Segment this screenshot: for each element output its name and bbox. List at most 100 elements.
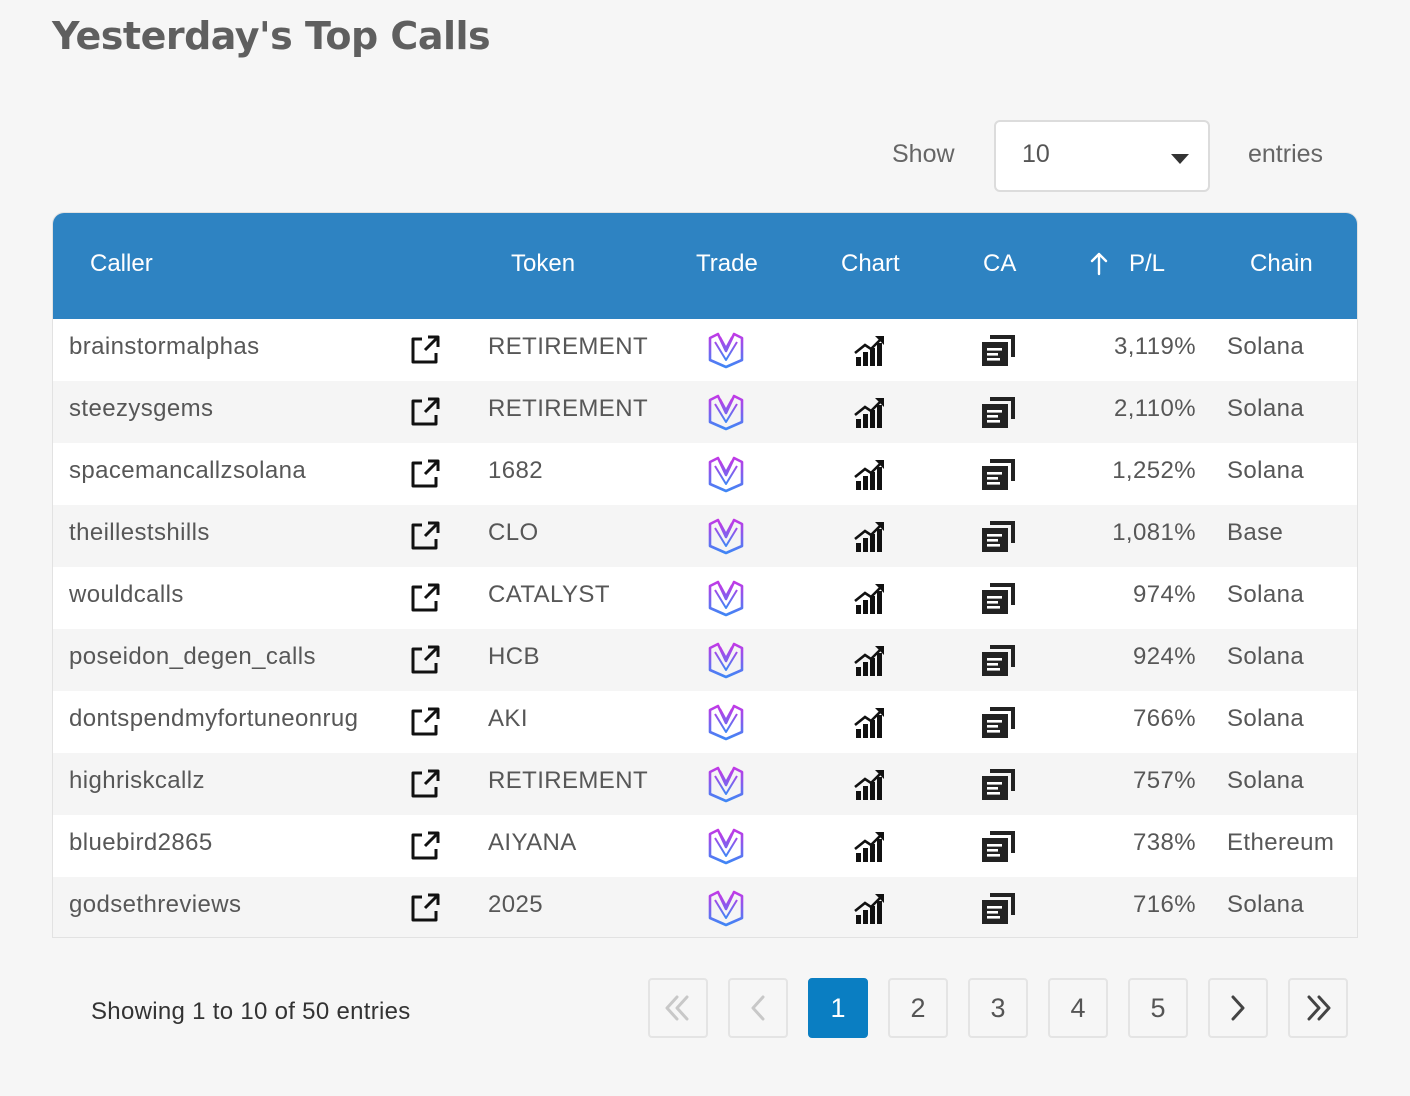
pl-value: 924% xyxy=(1133,643,1196,670)
chart-bars-icon[interactable] xyxy=(850,641,890,679)
table-row: brainstormalphas RETIREMENT 3,119% Solana xyxy=(53,319,1357,381)
table-row: godsethreviews 2025 716% Solana xyxy=(53,877,1357,937)
pl-value: 1,081% xyxy=(1112,519,1196,546)
token-name: AIYANA xyxy=(488,829,577,856)
chart-bars-icon[interactable] xyxy=(850,579,890,617)
external-link-icon[interactable] xyxy=(405,331,445,369)
trade-logo-icon[interactable] xyxy=(706,517,746,555)
copy-document-icon[interactable] xyxy=(978,579,1018,617)
chart-bars-icon[interactable] xyxy=(850,517,890,555)
copy-document-icon[interactable] xyxy=(978,331,1018,369)
copy-document-icon[interactable] xyxy=(978,641,1018,679)
pl-value: 1,252% xyxy=(1112,457,1196,484)
copy-document-icon[interactable] xyxy=(978,517,1018,555)
external-link-icon[interactable] xyxy=(405,703,445,741)
chain-name: Solana xyxy=(1227,581,1305,608)
chain-name: Ethereum xyxy=(1227,829,1335,856)
header-pl[interactable]: P/L xyxy=(1129,250,1166,277)
caller-name[interactable]: spacemancallzsolana xyxy=(69,457,307,484)
caret-down-icon xyxy=(1171,154,1189,164)
header-chain[interactable]: Chain xyxy=(1250,250,1313,277)
table-row: dontspendmyfortuneonrug AKI 766% Solana xyxy=(53,691,1357,753)
table-row: highriskcallz RETIREMENT 757% Solana xyxy=(53,753,1357,815)
page-4-button[interactable]: 4 xyxy=(1048,978,1108,1038)
header-chart[interactable]: Chart xyxy=(841,250,900,277)
next-page-button[interactable] xyxy=(1208,978,1268,1038)
external-link-icon[interactable] xyxy=(405,641,445,679)
sort-arrow-up-icon[interactable] xyxy=(1089,250,1109,278)
chart-bars-icon[interactable] xyxy=(850,889,890,927)
page-5-button[interactable]: 5 xyxy=(1128,978,1188,1038)
copy-document-icon[interactable] xyxy=(978,455,1018,493)
entries-select-value: 10 xyxy=(1022,140,1050,168)
chart-bars-icon[interactable] xyxy=(850,703,890,741)
chart-bars-icon[interactable] xyxy=(850,455,890,493)
external-link-icon[interactable] xyxy=(405,517,445,555)
pl-value: 766% xyxy=(1133,705,1196,732)
chart-bars-icon[interactable] xyxy=(850,827,890,865)
caller-name[interactable]: highriskcallz xyxy=(69,767,205,794)
pl-value: 2,110% xyxy=(1113,395,1196,422)
trade-logo-icon[interactable] xyxy=(706,331,746,369)
trade-logo-icon[interactable] xyxy=(706,641,746,679)
token-name: RETIREMENT xyxy=(488,333,648,360)
trade-logo-icon[interactable] xyxy=(706,455,746,493)
chevron-right-icon xyxy=(1231,995,1245,1021)
external-link-icon[interactable] xyxy=(405,765,445,803)
caller-name[interactable]: wouldcalls xyxy=(69,581,184,608)
chain-name: Solana xyxy=(1227,457,1305,484)
table-row: poseidon_degen_calls HCB 924% Solana xyxy=(53,629,1357,691)
chart-bars-icon[interactable] xyxy=(850,765,890,803)
table-info: Showing 1 to 10 of 50 entries xyxy=(91,998,411,1025)
chain-name: Base xyxy=(1227,519,1284,546)
page-3-button[interactable]: 3 xyxy=(968,978,1028,1038)
header-ca[interactable]: CA xyxy=(983,250,1017,277)
pl-value: 974% xyxy=(1133,581,1196,608)
trade-logo-icon[interactable] xyxy=(706,579,746,617)
double-chevron-right-icon xyxy=(1307,995,1331,1021)
chart-bars-icon[interactable] xyxy=(850,331,890,369)
caller-name[interactable]: bluebird2865 xyxy=(69,829,213,856)
page-1-button[interactable]: 1 xyxy=(808,978,868,1038)
token-name: RETIREMENT xyxy=(488,767,648,794)
first-page-button[interactable] xyxy=(648,978,708,1038)
copy-document-icon[interactable] xyxy=(978,765,1018,803)
trade-logo-icon[interactable] xyxy=(706,765,746,803)
previous-page-button[interactable] xyxy=(728,978,788,1038)
token-name: CLO xyxy=(488,519,539,546)
external-link-icon[interactable] xyxy=(405,889,445,927)
caller-name[interactable]: poseidon_degen_calls xyxy=(69,643,316,670)
header-caller[interactable]: Caller xyxy=(90,250,153,277)
page-2-button[interactable]: 2 xyxy=(888,978,948,1038)
table-header: Caller Token Trade Chart CA P/L Chain xyxy=(53,213,1357,319)
trade-logo-icon[interactable] xyxy=(706,827,746,865)
token-name: HCB xyxy=(488,643,540,670)
copy-document-icon[interactable] xyxy=(978,827,1018,865)
external-link-icon[interactable] xyxy=(405,393,445,431)
external-link-icon[interactable] xyxy=(405,455,445,493)
copy-document-icon[interactable] xyxy=(978,889,1018,927)
token-name: RETIREMENT xyxy=(488,395,648,422)
caller-name[interactable]: dontspendmyfortuneonrug xyxy=(69,705,359,732)
caller-name[interactable]: theillestshills xyxy=(69,519,210,546)
pl-value: 738% xyxy=(1133,829,1196,856)
external-link-icon[interactable] xyxy=(405,827,445,865)
pl-value: 3,119% xyxy=(1113,333,1196,360)
last-page-button[interactable] xyxy=(1288,978,1348,1038)
entries-select[interactable]: 10 xyxy=(994,120,1210,192)
caller-name[interactable]: steezysgems xyxy=(69,395,214,422)
caller-name[interactable]: brainstormalphas xyxy=(69,333,260,360)
header-token[interactable]: Token xyxy=(511,250,576,277)
copy-document-icon[interactable] xyxy=(978,393,1018,431)
trade-logo-icon[interactable] xyxy=(706,889,746,927)
table-row: spacemancallzsolana 1682 1,252% Solana xyxy=(53,443,1357,505)
trade-logo-icon[interactable] xyxy=(706,393,746,431)
copy-document-icon[interactable] xyxy=(978,703,1018,741)
header-trade[interactable]: Trade xyxy=(696,250,758,277)
entries-length-control: Show 10 entries xyxy=(0,120,1410,192)
trade-logo-icon[interactable] xyxy=(706,703,746,741)
external-link-icon[interactable] xyxy=(405,579,445,617)
chart-bars-icon[interactable] xyxy=(850,393,890,431)
caller-name[interactable]: godsethreviews xyxy=(69,891,242,918)
